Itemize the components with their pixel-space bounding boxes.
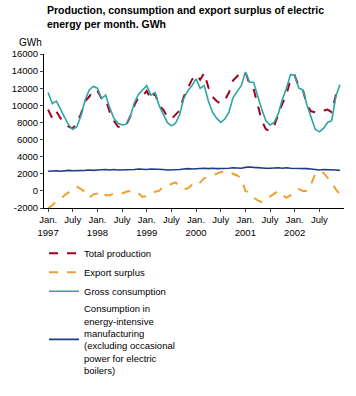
- svg-text:July: July: [163, 214, 180, 225]
- svg-text:Jan.1998: Jan.1998: [87, 214, 108, 237]
- svg-text:Consumption inenergy-intensive: Consumption inenergy-intensivemanufactur…: [84, 303, 175, 376]
- svg-text:Gross consumption: Gross consumption: [84, 286, 166, 297]
- svg-text:July: July: [114, 214, 131, 225]
- svg-text:Jan.2002: Jan.2002: [284, 214, 305, 237]
- svg-text:0: 0: [33, 185, 38, 196]
- svg-text:14000: 14000: [12, 65, 38, 76]
- svg-text:6000: 6000: [17, 134, 38, 145]
- svg-text:GWh: GWh: [19, 37, 42, 48]
- svg-text:8000: 8000: [17, 117, 38, 128]
- svg-text:16000: 16000: [12, 48, 38, 59]
- svg-text:Export surplus: Export surplus: [84, 267, 145, 278]
- svg-text:4000: 4000: [17, 151, 38, 162]
- svg-text:July: July: [311, 214, 328, 225]
- svg-text:2000: 2000: [17, 168, 38, 179]
- svg-text:Jan.2000: Jan.2000: [185, 214, 206, 237]
- svg-text:Production, consumption and ex: Production, consumption and export surpl…: [47, 4, 324, 30]
- svg-text:12000: 12000: [12, 83, 38, 94]
- svg-text:Total production: Total production: [84, 248, 151, 259]
- svg-text:July: July: [212, 214, 229, 225]
- svg-text:July: July: [262, 214, 279, 225]
- svg-text:10000: 10000: [12, 100, 38, 111]
- svg-text:-2000: -2000: [14, 202, 38, 213]
- svg-text:Jan.1999: Jan.1999: [136, 214, 157, 237]
- svg-text:Jan.2001: Jan.2001: [235, 214, 256, 237]
- svg-text:July: July: [64, 214, 81, 225]
- svg-text:Jan.1997: Jan.1997: [38, 214, 59, 237]
